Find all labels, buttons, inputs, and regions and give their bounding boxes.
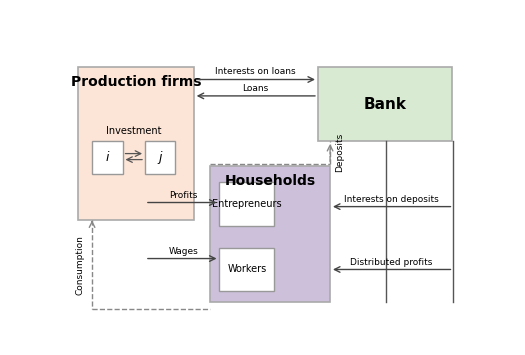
FancyBboxPatch shape [145,141,175,174]
FancyBboxPatch shape [219,248,275,291]
FancyBboxPatch shape [318,67,452,141]
Text: Profits: Profits [170,191,198,200]
Text: Loans: Loans [243,84,269,93]
Text: Production firms: Production firms [70,75,201,89]
Text: Wages: Wages [169,247,198,256]
Text: j: j [159,151,162,164]
Text: Interests on loans: Interests on loans [215,67,296,76]
FancyBboxPatch shape [210,165,330,302]
Text: Households: Households [225,174,316,188]
Text: i: i [106,151,109,164]
Text: Deposits: Deposits [335,133,344,173]
Text: Consumption: Consumption [76,235,85,295]
Text: Bank: Bank [363,97,406,111]
FancyBboxPatch shape [78,67,194,220]
Text: Workers: Workers [227,264,267,274]
Text: Interests on deposits: Interests on deposits [344,195,438,204]
Text: Investment: Investment [106,126,162,136]
FancyBboxPatch shape [92,141,123,174]
FancyBboxPatch shape [219,182,275,226]
Text: Distributed profits: Distributed profits [350,258,432,267]
Text: Entrepreneurs: Entrepreneurs [212,199,282,209]
